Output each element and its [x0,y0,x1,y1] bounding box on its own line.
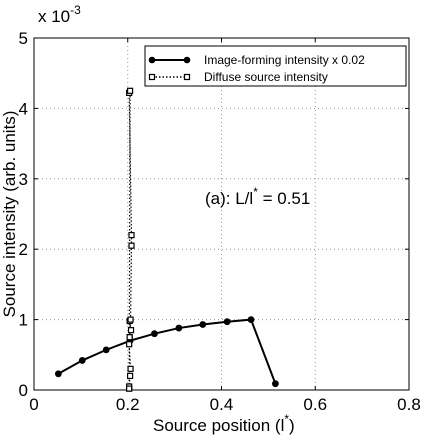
point-image-forming [151,330,158,338]
point-diffuse [126,334,133,341]
point-diffuse [126,372,134,380]
point-diffuse [126,385,133,392]
y-tick-label: 5 [19,29,28,48]
point-image-forming [102,346,110,354]
x-tick-label: 0.8 [397,395,421,414]
point-diffuse [126,87,134,94]
annotation-ratio: (a): L/l* = 0.51 [205,185,310,208]
y-tick-label: 0 [19,381,28,400]
legend-entry-diffuse: Diffuse source intensity [148,70,328,84]
point-image-forming [78,357,86,364]
legend-marker-circle [148,56,156,64]
y-multiplier-exponent: -3 [70,3,81,17]
legend-label-image-forming: Image-forming intensity x 0.02 [204,53,365,67]
point-image-forming [199,321,207,328]
legend: Image-forming intensity x 0.02 Diffuse s… [144,45,407,87]
point-image-forming [272,380,279,388]
series-layer [54,87,279,392]
y-tick-label: 3 [19,170,28,189]
legend-label-diffuse: Diffuse source intensity [204,70,328,84]
point-image-forming [247,316,255,323]
point-diffuse [126,341,133,348]
x-axis-label: Source position (l*) [153,412,295,435]
y-axis-label: Source intensity (arb. units) [0,111,19,318]
point-diffuse [127,316,134,323]
point-diffuse [128,242,135,249]
legend-entry-image-forming: Image-forming intensity x 0.02 [148,53,365,67]
x-tick-label: 0 [29,395,38,414]
legend-marker-circle [183,56,191,64]
point-image-forming [223,318,231,326]
y-multiplier: x 10-3 [38,3,81,26]
axis-ticks: 0 0.2 0.4 0.6 0.8 0 1 2 3 4 5 [19,29,421,414]
legend-marker-square [148,73,156,81]
point-diffuse [128,232,135,239]
point-diffuse [127,365,134,372]
point-image-forming [175,324,183,332]
x-tick-label: 0.4 [210,395,234,414]
x-tick-label: 0.2 [116,395,140,414]
point-image-forming [54,370,62,378]
x-tick-label: 0.6 [303,395,327,414]
legend-marker-square [183,73,191,81]
y-tick-label: 1 [19,311,28,330]
grid-lines [34,38,409,390]
y-tick-label: 2 [19,240,28,259]
y-tick-label: 4 [19,99,28,118]
point-diffuse [127,327,135,334]
series-line-image-forming [57,318,277,385]
